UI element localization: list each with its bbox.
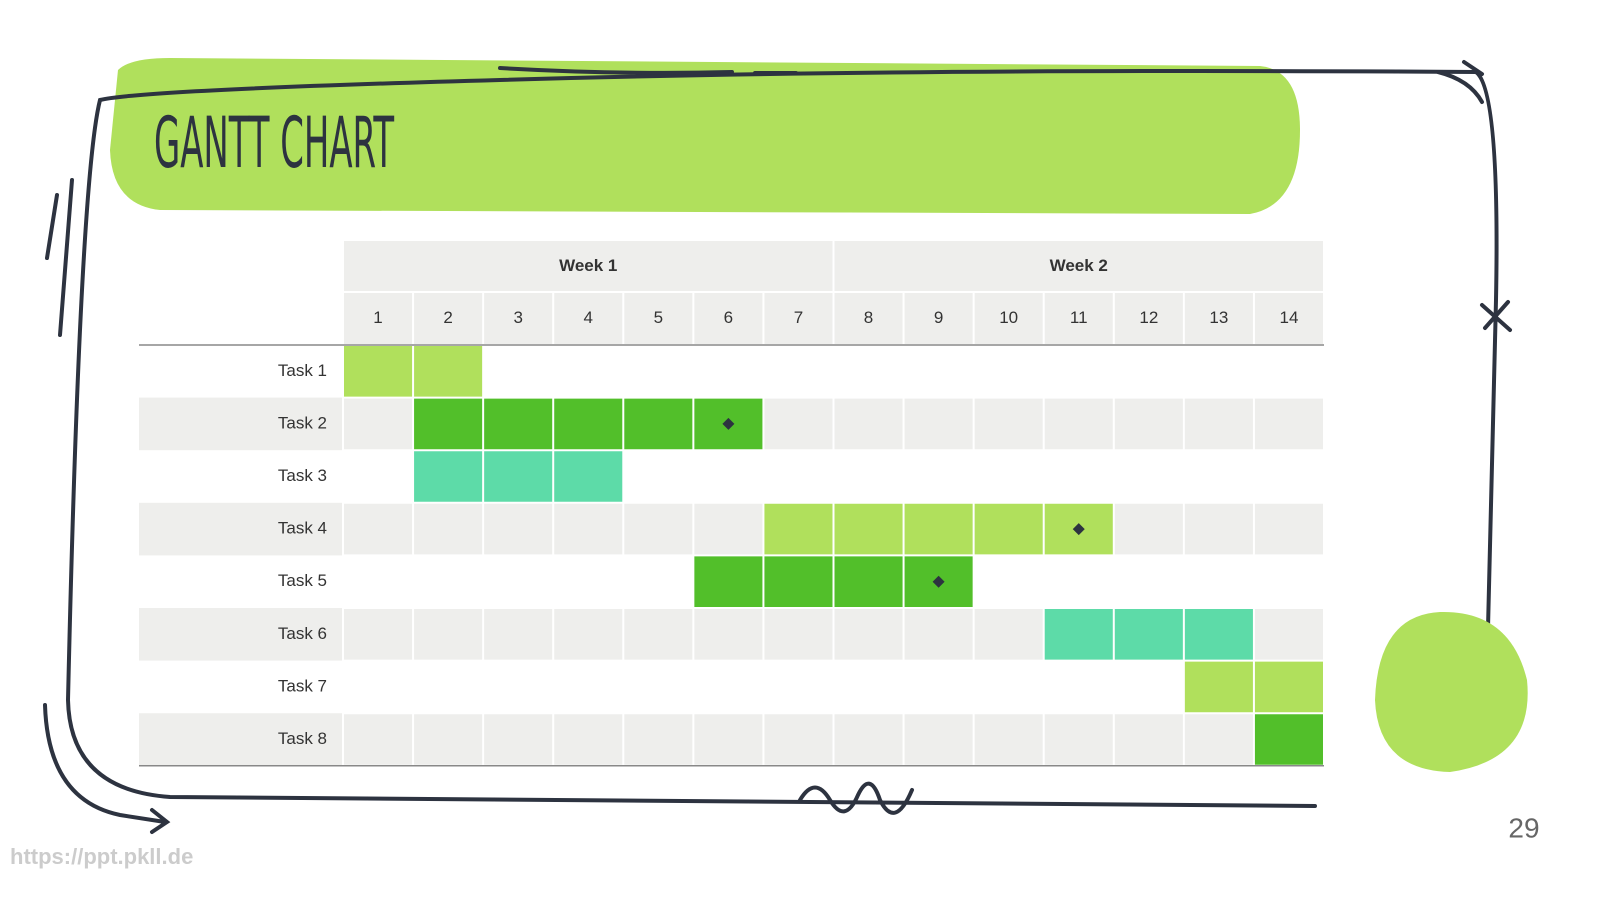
- day-label: 14: [1280, 308, 1299, 327]
- task-label: Task 5: [278, 571, 327, 590]
- day-label: 11: [1070, 308, 1088, 327]
- task-bar: [763, 502, 1114, 556]
- task-label: Task 7: [278, 676, 327, 695]
- day-label: 6: [724, 308, 733, 327]
- task-label: Task 3: [278, 466, 327, 485]
- milestone: [1072, 523, 1085, 536]
- page-number: 29: [1508, 812, 1539, 843]
- title: GANTT CHART: [154, 102, 394, 184]
- gantt-table: Task 1 Task 2 Task 3 Task 4 Task 5 Task 6 Task…: [139, 241, 1325, 767]
- watermark: https://ppt.pkll.de: [10, 844, 193, 869]
- row-bg: [139, 713, 1324, 766]
- day-label: 3: [513, 308, 522, 327]
- week-label: Week 1: [559, 256, 617, 275]
- day-label: 10: [999, 308, 1018, 327]
- milestone: [932, 575, 945, 588]
- task-bar: [413, 450, 624, 503]
- day-label: 1: [373, 308, 382, 327]
- day-label: 2: [443, 308, 452, 327]
- task-label: Task 8: [278, 729, 327, 748]
- row-bg: [139, 502, 1324, 556]
- task-bar: [1043, 608, 1254, 661]
- day-label: 7: [794, 308, 803, 327]
- task-label: Task 1: [278, 361, 327, 380]
- frame: [43, 60, 1512, 834]
- task-label: Task 2: [278, 413, 327, 432]
- decor-circle: [1375, 611, 1528, 772]
- day-label: 8: [864, 308, 873, 327]
- day-label: 12: [1139, 308, 1158, 327]
- day-label: 4: [584, 308, 593, 327]
- week-label: Week 2: [1050, 256, 1108, 275]
- task-bar: [413, 397, 764, 451]
- day-label: 5: [654, 308, 663, 327]
- task-bar: [1253, 713, 1324, 766]
- task-label: Task 4: [278, 519, 327, 538]
- task-label: Task 6: [278, 624, 327, 643]
- milestone: [722, 417, 735, 430]
- day-label: 9: [934, 308, 943, 327]
- day-label: 13: [1209, 308, 1228, 327]
- title-blob: [110, 58, 1300, 214]
